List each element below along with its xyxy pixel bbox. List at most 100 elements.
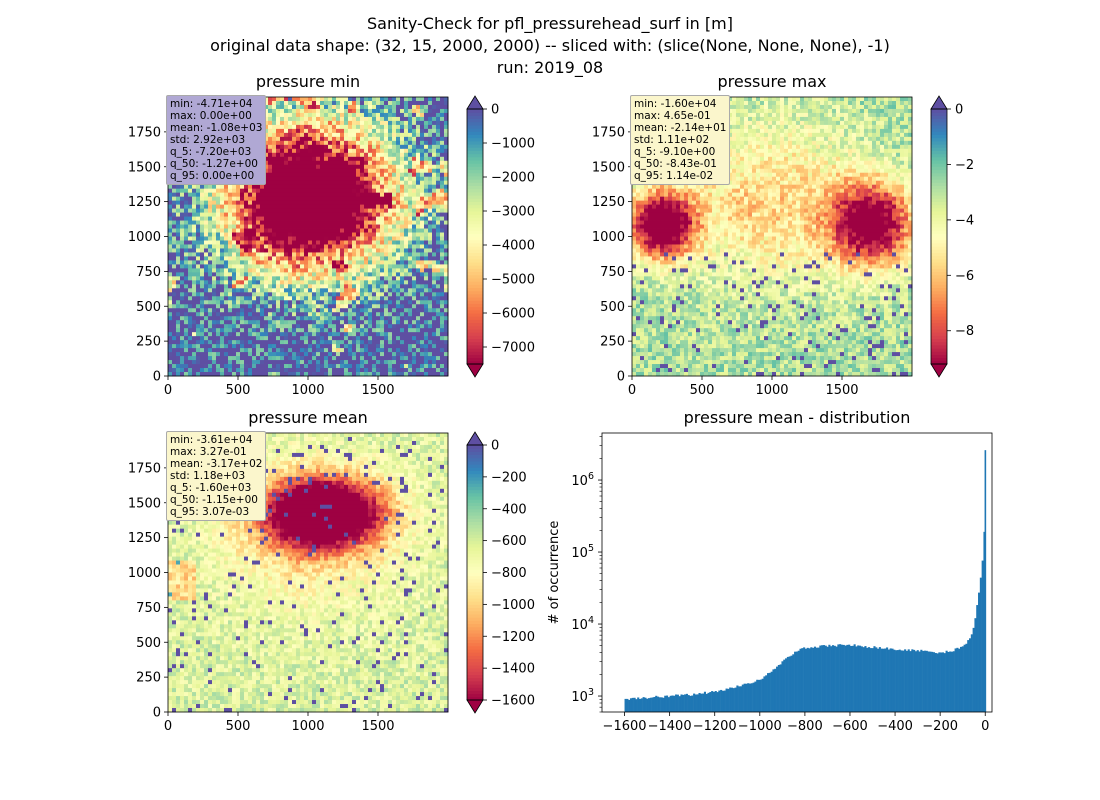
- heatmap-cell: [360, 296, 365, 301]
- heatmap-cell: [252, 292, 257, 297]
- heatmap-cell: [272, 144, 277, 150]
- heatmap-cell: [440, 136, 445, 142]
- heatmap-cell: [280, 148, 285, 154]
- heatmap-cell: [316, 264, 321, 269]
- heatmap-cell: [216, 228, 221, 233]
- heatmap-cell: [324, 268, 329, 273]
- heatmap-cell: [380, 340, 385, 345]
- heatmap-cell: [368, 336, 373, 341]
- heatmap-cell: [356, 184, 361, 190]
- heatmap-cell: [400, 372, 405, 377]
- heatmap-cell: [232, 232, 237, 237]
- heatmap-cell: [292, 232, 297, 237]
- heatmap-cell: [340, 256, 345, 261]
- heatmap-cell: [308, 196, 313, 202]
- heatmap-cell: [404, 196, 409, 202]
- heatmap-cell: [444, 148, 449, 154]
- colorbar-segment: [467, 262, 483, 266]
- heatmap-cell: [364, 200, 369, 206]
- y-tick-label: 250: [136, 335, 161, 350]
- heatmap-cell: [288, 200, 293, 206]
- heatmap-cell: [240, 240, 245, 245]
- heatmap-cell: [400, 308, 405, 313]
- heatmap-cell: [404, 220, 409, 225]
- heatmap-cell: [300, 204, 305, 209]
- heatmap-cell: [268, 156, 273, 162]
- heatmap-cell: [192, 268, 197, 273]
- heatmap-cell: [232, 316, 237, 321]
- heatmap-cell: [300, 356, 305, 361]
- heatmap-cell: [188, 292, 193, 297]
- heatmap-cell: [168, 324, 173, 329]
- heatmap-cell: [268, 136, 273, 142]
- heatmap-cell: [364, 100, 369, 106]
- heatmap-cell: [348, 352, 353, 357]
- heatmap-cell: [256, 264, 261, 269]
- heatmap-cell: [440, 308, 445, 313]
- heatmap-cell: [268, 116, 273, 122]
- heatmap-cell: [344, 156, 349, 162]
- heatmap-cell: [324, 280, 329, 285]
- heatmap-cell: [288, 148, 293, 154]
- colorbar-segment: [467, 277, 483, 282]
- heatmap-cell: [232, 224, 237, 229]
- heatmap-cell: [172, 224, 177, 229]
- heatmap-cell: [280, 236, 285, 241]
- heatmap-cell: [280, 228, 285, 233]
- heatmap-cell: [248, 264, 253, 269]
- heatmap-cell: [276, 97, 281, 102]
- heatmap-cell: [292, 228, 297, 233]
- heatmap-cell: [256, 300, 261, 305]
- heatmap-cell: [212, 212, 217, 217]
- heatmap-cell: [368, 208, 373, 213]
- heatmap-cell: [272, 248, 277, 253]
- heatmap-cell: [268, 236, 273, 241]
- heatmap-cell: [384, 296, 389, 301]
- heatmap-cell: [388, 212, 393, 217]
- heatmap-cell: [340, 284, 345, 289]
- heatmap-cell: [428, 160, 433, 166]
- heatmap-cell: [168, 248, 173, 253]
- heatmap-cell: [280, 192, 285, 198]
- heatmap-cell: [264, 196, 269, 202]
- heatmap-cell: [284, 268, 289, 273]
- heatmap-cell: [188, 312, 193, 317]
- heatmap-cell: [344, 320, 349, 325]
- heatmap-cell: [200, 216, 205, 221]
- heatmap-cell: [392, 332, 397, 337]
- heatmap-cell: [176, 340, 181, 345]
- heatmap-cell: [392, 256, 397, 261]
- heatmap-cell: [388, 328, 393, 333]
- heatmap-cell: [352, 260, 357, 265]
- heatmap-cell: [420, 280, 425, 285]
- heatmap-cell: [368, 292, 373, 297]
- heatmap-cell: [196, 288, 201, 293]
- heatmap-cell: [420, 240, 425, 245]
- heatmap-cell: [296, 280, 301, 285]
- heatmap-cell: [284, 240, 289, 245]
- heatmap-cell: [280, 196, 285, 202]
- heatmap-cell: [196, 296, 201, 301]
- heatmap-cell: [316, 168, 321, 174]
- heatmap-cell: [316, 216, 321, 221]
- heatmap-cell: [328, 224, 333, 229]
- heatmap-cell: [204, 216, 209, 221]
- heatmap-cell: [328, 368, 333, 373]
- heatmap-cell: [376, 200, 381, 206]
- heatmap-cell: [252, 232, 257, 237]
- heatmap-cell: [408, 304, 413, 309]
- heatmap-cell: [240, 212, 245, 217]
- heatmap-cell: [360, 332, 365, 337]
- heatmap-cell: [204, 268, 209, 273]
- heatmap-cell: [280, 316, 285, 321]
- heatmap-cell: [356, 352, 361, 357]
- heatmap-cell: [424, 164, 429, 170]
- heatmap-cell: [232, 268, 237, 273]
- heatmap-cell: [292, 200, 297, 206]
- heatmap-cell: [320, 112, 325, 118]
- heatmap-cell: [332, 292, 337, 297]
- heatmap-cell: [352, 208, 357, 213]
- heatmap-cell: [432, 348, 437, 353]
- heatmap-cell: [388, 176, 393, 182]
- heatmap-cell: [348, 144, 353, 150]
